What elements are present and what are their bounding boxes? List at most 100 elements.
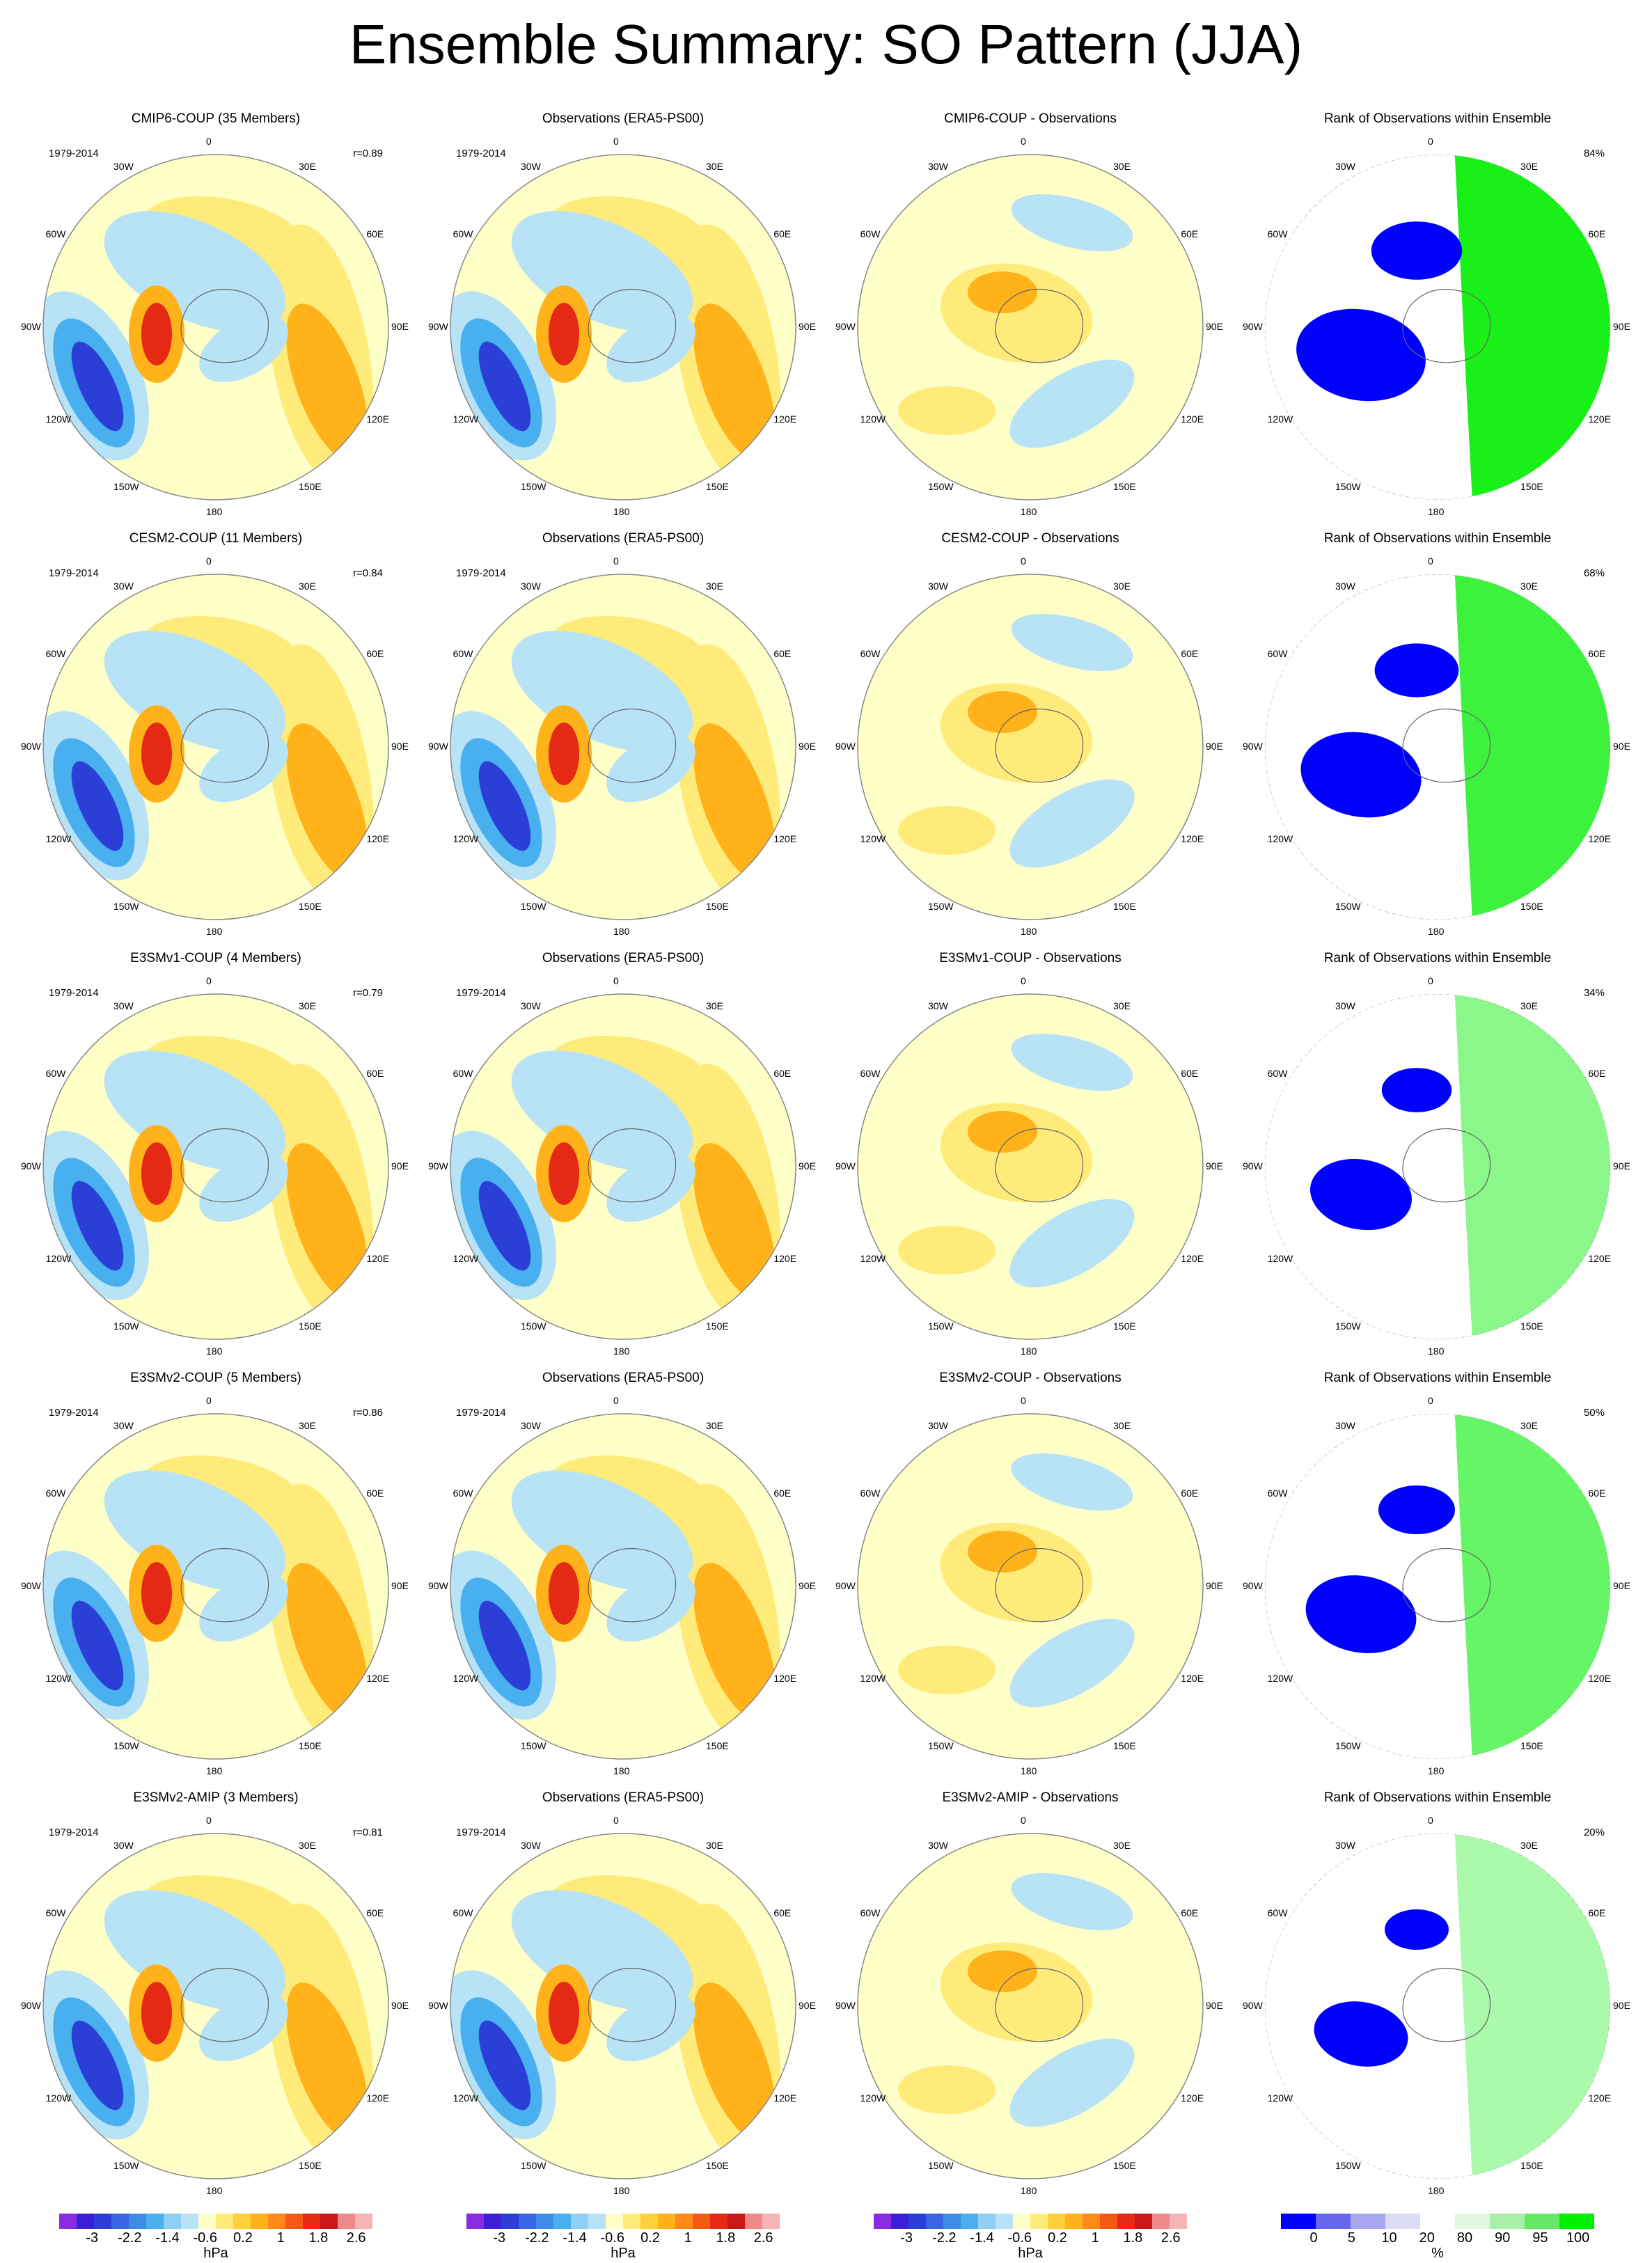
longitude-label: 90W (1243, 1160, 1263, 1172)
longitude-label: 30W (113, 160, 134, 172)
colorbar-tick-label: 0.2 (1048, 2230, 1067, 2246)
longitude-label: 60E (1181, 1907, 1199, 1918)
colorbar-swatches (1281, 2214, 1595, 2229)
longitude-label: 90W (835, 1160, 856, 1172)
longitude-label: 30W (113, 1419, 134, 1431)
panel-title: Rank of Observations within Ensemble (1323, 1371, 1552, 1385)
colorbar-tick-label: -1.4 (970, 2230, 994, 2246)
antarctica-coastline (180, 1547, 269, 1623)
longitude-label: 120E (1181, 1673, 1204, 1684)
colorbar-tick-label: 2.6 (1161, 2230, 1181, 2246)
colorbar-swatch (658, 2214, 676, 2229)
negative-anomaly-west-core (71, 341, 124, 432)
longitude-label: 60W (453, 648, 473, 659)
longitude-label: 150E (1113, 481, 1136, 493)
colorbar-swatch (693, 2214, 711, 2229)
colorbar-unit: hPa (1018, 2246, 1043, 2261)
panel-obs-row-5: Observations (ERA5-PS00) 1979-2014 0 30E 60E… (428, 1790, 818, 2208)
longitude-label: 30E (299, 1000, 316, 1011)
longitude-label: 30W (928, 160, 948, 172)
diff-negative-north (1011, 1453, 1133, 1511)
longitude-label: 150E (1520, 2160, 1543, 2172)
longitude-label: 30W (1335, 1839, 1355, 1851)
longitude-label: 0 (1428, 555, 1433, 567)
longitude-label: 90W (428, 1580, 448, 1591)
diff-negative-north (1011, 194, 1133, 252)
rank-high-region (1454, 1834, 1610, 2176)
colorbar-swatch (943, 2214, 961, 2229)
longitude-label: 30E (706, 1839, 723, 1851)
colorbar-tick-label: 20 (1419, 2230, 1435, 2246)
longitude-label: 180 (206, 506, 223, 517)
longitude-label: 120W (860, 833, 886, 844)
colorbar-swatch (1170, 2214, 1188, 2229)
map-border (857, 993, 1204, 1340)
negative-anomaly-center (199, 1572, 288, 1642)
antarctica-coastline (1402, 1547, 1491, 1623)
colorbar-swatch (129, 2214, 147, 2229)
longitude-label: 30W (521, 1839, 541, 1851)
colorbar-swatches (466, 2214, 780, 2229)
positive-anomaly-east-core (286, 1982, 368, 2141)
longitude-label: 30W (521, 160, 541, 172)
negative-anomaly-center (606, 1153, 695, 1222)
colorbar-swatch (1455, 2214, 1490, 2229)
polar-map (42, 574, 389, 920)
colorbar-swatch (675, 2214, 693, 2229)
colorbar-tick-label: 95 (1532, 2230, 1548, 2246)
longitude-label: 120W (45, 833, 72, 844)
panel-title: E3SMv2-AMIP (3 Members) (133, 1790, 299, 1805)
positive-anomaly-east-core (286, 303, 368, 462)
longitude-label: 0 (613, 1815, 619, 1826)
longitude-label: 120E (1181, 2092, 1204, 2104)
colorbar-swatch (553, 2214, 572, 2229)
longitude-label: 150E (706, 1740, 729, 1752)
longitude-label: 120E (1181, 833, 1204, 844)
longitude-label: 120W (453, 1253, 479, 1264)
panel-rank-row-3: Rank of Observations within Ensemble 34% 0… (1243, 951, 1633, 1369)
negative-anomaly-center (606, 1572, 695, 1642)
longitude-label: 120E (366, 2092, 390, 2104)
longitude-label: 90W (428, 741, 448, 752)
rank-low-region-north (1374, 643, 1459, 697)
longitude-label: 120W (860, 2092, 886, 2104)
longitude-label: 30E (1520, 1000, 1538, 1011)
diff-negative-north (1011, 1033, 1133, 1091)
colorbar: 0 5 10 20 80 90 95 100% (1281, 2214, 1595, 2262)
longitude-label: 60E (1588, 1068, 1606, 1079)
longitude-label: 0 (1428, 1395, 1433, 1406)
colorbar-tick-label: -2.2 (118, 2230, 142, 2246)
longitude-label: 90E (1613, 1580, 1630, 1591)
rank-high-region (1454, 994, 1610, 1336)
longitude-label: 30W (521, 1000, 541, 1011)
positive-anomaly-peninsula-core (549, 303, 579, 365)
longitude-label: 150E (299, 1740, 322, 1752)
longitude-label: 0 (1021, 975, 1026, 986)
negative-anomaly-center (199, 313, 288, 383)
colorbar-tick-label: 10 (1381, 2230, 1397, 2246)
colorbar-swatch (1316, 2214, 1351, 2229)
longitude-label: 30E (706, 1000, 723, 1011)
longitude-label: 60W (45, 1488, 66, 1499)
longitude-label: 150E (299, 2160, 322, 2172)
antarctica-coastline (180, 1967, 269, 2042)
polar-map (42, 154, 389, 500)
colorbar-swatch (996, 2214, 1014, 2229)
map-border (42, 993, 389, 1340)
longitude-label: 30E (706, 580, 723, 592)
positive-anomaly-east-core (693, 723, 776, 882)
colorbar-tick-label: -0.6 (600, 2230, 624, 2246)
longitude-label: 120W (45, 413, 72, 425)
antarctica-coastline (995, 288, 1084, 363)
polar-map (450, 154, 796, 500)
panel-title: E3SMv2-AMIP - Observations (942, 1790, 1119, 1805)
longitude-label: 180 (1428, 926, 1445, 937)
rank-percent: 84% (1583, 148, 1605, 159)
longitude-label: 120W (453, 413, 479, 425)
colorbar-swatch (536, 2214, 554, 2229)
map-border (450, 574, 796, 920)
antarctica-coastline (588, 1547, 677, 1623)
map-border (42, 1413, 389, 1760)
antarctica-coastline (995, 1128, 1084, 1203)
polar-map (42, 1413, 389, 1760)
